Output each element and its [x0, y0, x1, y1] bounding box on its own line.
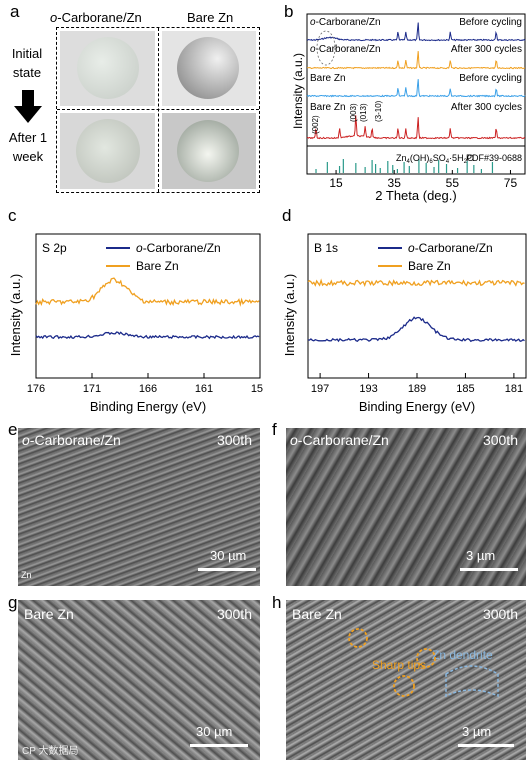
s2p-xtick: 166	[139, 383, 157, 395]
xrd-xlabel: 2 Theta (deg.)	[375, 188, 456, 203]
xrd-label-1: o-Carborane/Zn	[310, 17, 381, 28]
s2p-frame	[35, 233, 261, 379]
xrd-xtick: 75	[504, 176, 518, 190]
photo-grid	[56, 27, 260, 193]
xrd-xtick: 15	[329, 176, 343, 190]
sem-e-scalebar	[198, 568, 256, 571]
panel-label-h: h	[272, 593, 282, 612]
b1s-title: B 1s	[314, 241, 338, 255]
xrd-state-2: After 300 cycles	[451, 44, 522, 55]
b1s-ylabel: Intensity (a.u.)	[282, 274, 297, 356]
b1s-frame	[307, 233, 527, 379]
xrd-label-3: Bare Zn	[310, 73, 346, 84]
xrd-series-3	[306, 79, 526, 98]
col-header-ocarborane: o-Carborane/Zn	[50, 10, 142, 25]
xrd-state-3: Before cycling	[459, 73, 522, 84]
xps-s2p-chart: Intensity (a.u.) S 2p o-Carborane/Zn Bar…	[8, 233, 263, 414]
xrd-ref-pdf: PDF#39-0688	[466, 153, 522, 163]
b1s-xlabel: Binding Energy (eV)	[359, 399, 475, 414]
b1s-xtick: 193	[359, 383, 377, 395]
sem-e-scale: 30 µm	[210, 548, 247, 563]
s2p-xlabel: Binding Energy (eV)	[90, 399, 206, 414]
photo-ocarb-initial	[60, 31, 155, 106]
sem-e: o-Carborane/Zn 300th 30 µm Zn	[18, 428, 260, 586]
s2p-xtick: 171	[83, 383, 101, 395]
photo-bare-initial	[162, 31, 256, 106]
s2p-legend-1: o-Carborane/Zn	[136, 241, 221, 255]
panel-label-d: d	[282, 206, 292, 225]
s2p-legend-2: Bare Zn	[136, 259, 179, 273]
xrd-ann-003: (003)	[349, 103, 358, 122]
sem-h-ann-tips: Sharp tips	[372, 658, 427, 672]
xrd-ann-013: (013)	[359, 103, 368, 122]
sem-g-scalebar	[190, 744, 248, 747]
xrd-highlight-ellipse	[316, 30, 336, 66]
panel-label-e: e	[8, 420, 18, 439]
sem-h-ann-dendrite: Zn dendrite	[432, 648, 493, 662]
sem-h-scale: 3 µm	[462, 724, 492, 739]
sem-e-extra: Zn	[21, 570, 32, 580]
row-label-initial: Initial state	[11, 46, 43, 80]
b1s-xtick: 189	[408, 383, 426, 395]
sem-e-cycles: 300th	[216, 432, 252, 448]
xrd-ref-frame	[306, 145, 526, 175]
panel-label-f: f	[272, 420, 277, 439]
xrd-state-1: Before cycling	[459, 17, 522, 28]
xrd-series-2	[306, 51, 525, 70]
xps-b1s-chart: Intensity (a.u.) B 1s o-Carborane/Zn Bar…	[282, 233, 527, 414]
s2p-xtick: 161	[195, 383, 213, 395]
sem-f: o-Carborane/Zn 300th 3 µm	[286, 428, 526, 586]
panel-label-b: b	[284, 2, 294, 21]
photo-bare-week	[162, 113, 256, 189]
watermark: CP 大数据局	[22, 746, 79, 757]
sem-h-label: Bare Zn	[292, 606, 342, 622]
sem-g: Bare Zn 300th 30 µm CP 大数据局	[18, 600, 260, 760]
s2p-title: S 2p	[42, 241, 67, 255]
s2p-xtick: 176	[27, 383, 45, 395]
b1s-xtick: 181	[505, 383, 523, 395]
sem-h-cycles: 300th	[482, 606, 518, 622]
xrd-series-1	[306, 22, 526, 42]
panel-label-c: c	[8, 206, 17, 225]
xrd-chart: Intensity (a.u.) 15 35 55 75 2 Theta (deg.)…	[291, 13, 526, 203]
xrd-ann-002: (002)	[311, 115, 320, 134]
col-header-bare: Bare Zn	[187, 10, 234, 25]
xrd-label-4: Bare Zn	[310, 102, 346, 113]
sem-h-markers	[348, 628, 499, 698]
xrd-xtick: 35	[388, 176, 402, 190]
b1s-xtick: 185	[456, 383, 474, 395]
xrd-state-4: After 300 cycles	[451, 102, 522, 113]
s2p-xtick: 156	[251, 383, 263, 395]
sem-g-cycles: 300th	[216, 606, 252, 622]
b1s-legend-1: o-Carborane/Zn	[408, 241, 493, 255]
xrd-ylabel: Intensity (a.u.)	[291, 53, 305, 129]
sem-f-scale: 3 µm	[466, 548, 496, 563]
b1s-legend-2: Bare Zn	[408, 259, 451, 273]
b1s-xtick: 197	[311, 383, 329, 395]
sem-h: Bare Zn 300th Sharp tips Zn dendrite 3 µ…	[286, 600, 526, 760]
sem-g-scale: 30 µm	[196, 724, 233, 739]
xrd-label-2: o-Carborane/Zn	[310, 44, 381, 55]
xrd-xtick: 55	[446, 176, 460, 190]
panel-label-a: a	[10, 2, 20, 21]
sem-f-scalebar	[460, 568, 518, 571]
xrd-ann-310: (3-10)	[374, 100, 383, 122]
sem-g-label: Bare Zn	[24, 606, 74, 622]
down-arrow-icon	[14, 90, 42, 129]
row-label-after: After 1 week	[8, 130, 48, 164]
photo-ocarb-week	[60, 113, 155, 189]
panel-label-g: g	[8, 593, 18, 612]
sem-f-cycles: 300th	[482, 432, 518, 448]
xrd-ref-label: Zn4(OH)6SO4·5H2O	[396, 153, 474, 165]
sem-h-scalebar	[458, 744, 514, 747]
xrd-series-4	[306, 115, 526, 140]
s2p-ylabel: Intensity (a.u.)	[8, 274, 23, 356]
